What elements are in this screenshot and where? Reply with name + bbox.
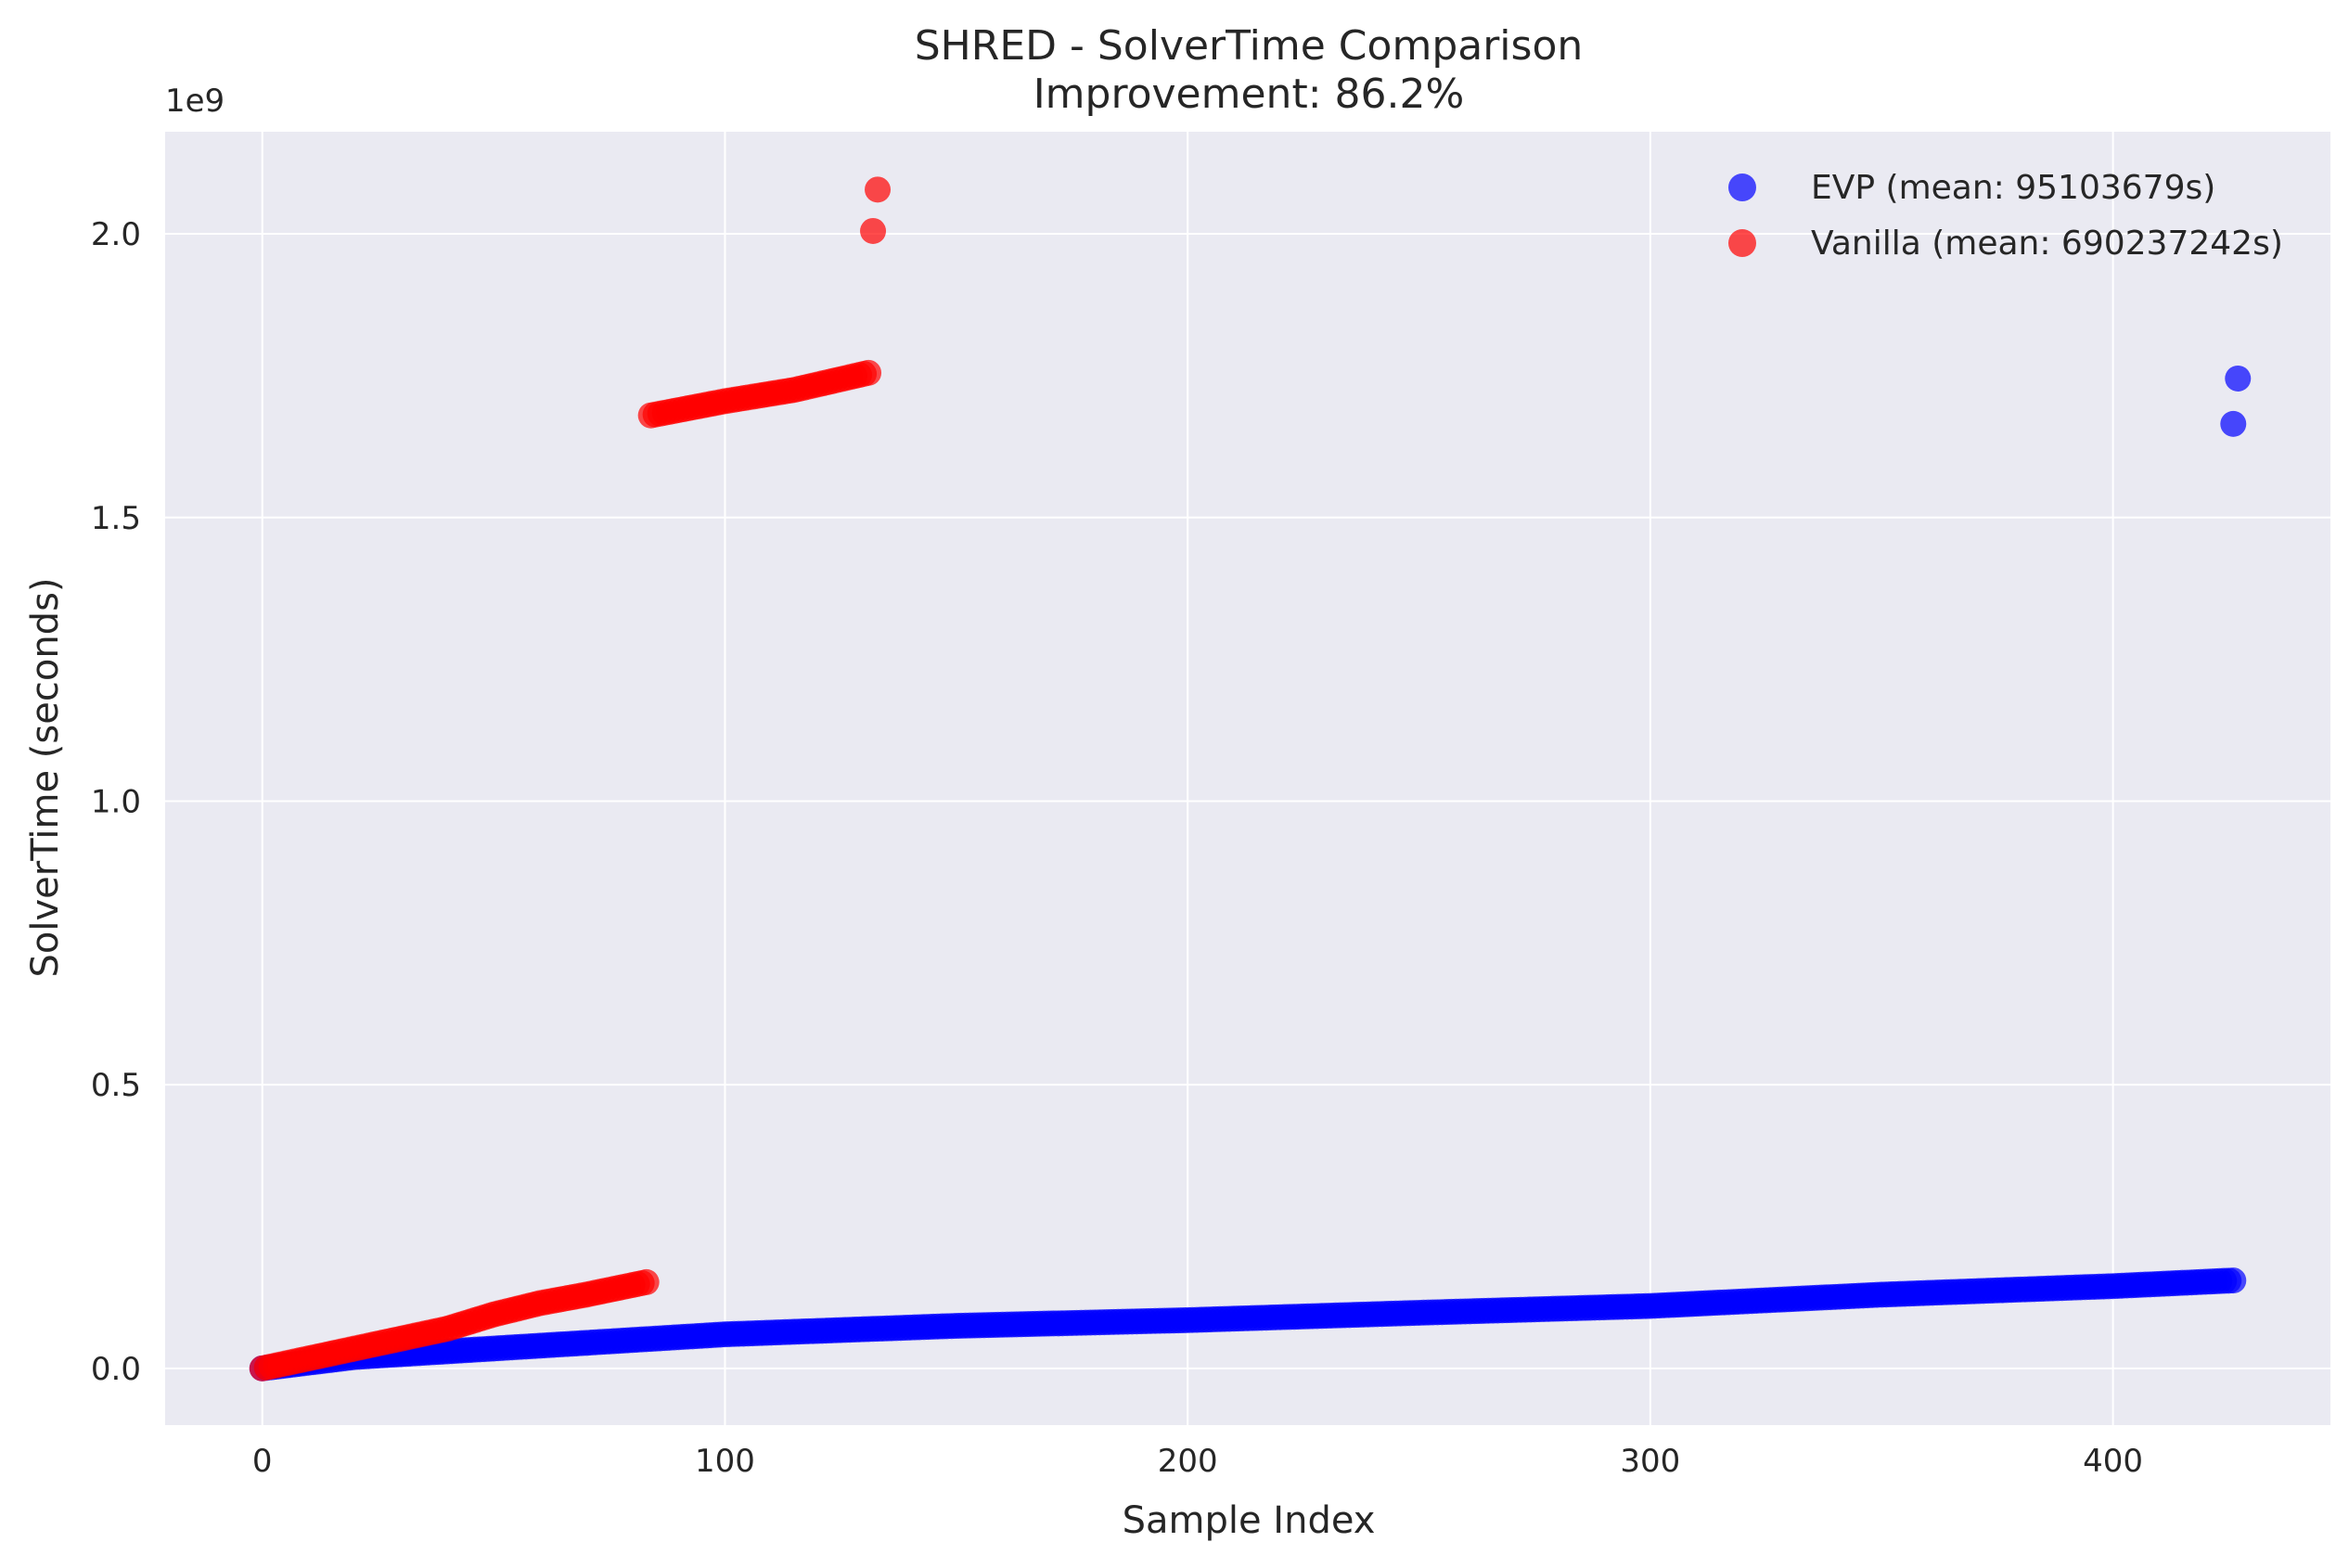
x-tick-label: 0 — [252, 1443, 273, 1480]
legend-marker — [1728, 229, 1756, 257]
x-axis-label: Sample Index — [1123, 1499, 1376, 1542]
x-tick-label: 400 — [2083, 1443, 2143, 1480]
data-point — [855, 359, 882, 386]
x-tick-label: 200 — [1158, 1443, 1218, 1480]
plot-area — [165, 132, 2330, 1425]
data-point — [860, 217, 887, 244]
data-point — [2225, 365, 2252, 392]
chart-subtitle: Improvement: 86.2% — [1033, 71, 1465, 118]
legend-marker — [1728, 174, 1756, 201]
x-tick-label: 300 — [1620, 1443, 1680, 1480]
y-tick-label: 0.5 — [91, 1067, 141, 1104]
legend-entry: Vanilla (mean: 690237242s) — [1811, 225, 2283, 263]
x-tick-label: 100 — [695, 1443, 755, 1480]
series-0 — [249, 365, 2252, 1382]
axis-ticks: 0 100 200 300 400 0.0 0.5 1.0 1.5 2.0 — [91, 216, 2143, 1480]
data-point — [2220, 1267, 2247, 1294]
data-point — [633, 1268, 660, 1295]
y-tick-label: 1.0 — [91, 783, 141, 820]
legend: EVP (mean: 95103679s) Vanilla (mean: 6902… — [1728, 169, 2283, 263]
series-1 — [249, 176, 892, 1382]
y-tick-label: 2.0 — [91, 216, 141, 253]
y-axis-multiplier: 1e9 — [165, 83, 225, 120]
y-tick-label: 1.5 — [91, 500, 141, 537]
data-point — [2220, 410, 2247, 437]
data-points — [249, 176, 2252, 1382]
y-tick-label: 0.0 — [91, 1351, 141, 1388]
grid-lines — [165, 132, 2330, 1425]
y-axis-label: SolverTime (seconds) — [24, 577, 67, 977]
chart-title: SHRED - SolverTime Comparison — [915, 22, 1584, 70]
data-point — [865, 176, 892, 203]
legend-entry: EVP (mean: 95103679s) — [1811, 169, 2215, 207]
